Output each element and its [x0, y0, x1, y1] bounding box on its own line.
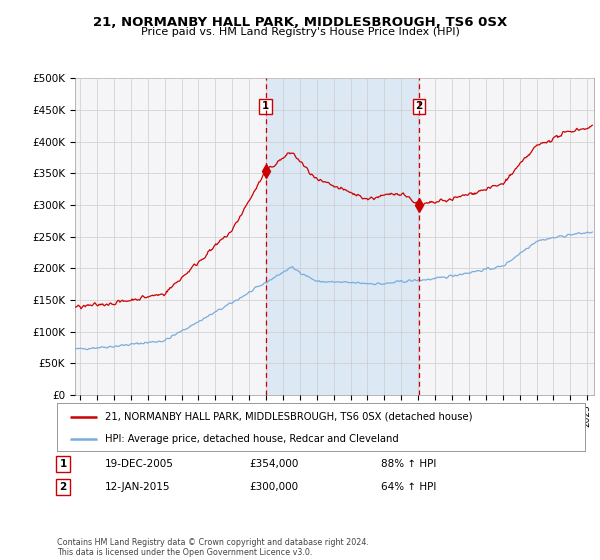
Text: £354,000: £354,000	[249, 459, 298, 469]
Text: HPI: Average price, detached house, Redcar and Cleveland: HPI: Average price, detached house, Redc…	[104, 434, 398, 444]
Text: Contains HM Land Registry data © Crown copyright and database right 2024.
This d: Contains HM Land Registry data © Crown c…	[57, 538, 369, 557]
Bar	[266, 78, 419, 395]
Text: 21, NORMANBY HALL PARK, MIDDLESBROUGH, TS6 0SX: 21, NORMANBY HALL PARK, MIDDLESBROUGH, T…	[93, 16, 507, 29]
Text: 1: 1	[59, 459, 67, 469]
Text: 12-JAN-2015: 12-JAN-2015	[105, 482, 170, 492]
Text: 1: 1	[262, 101, 269, 111]
Text: 64% ↑ HPI: 64% ↑ HPI	[381, 482, 436, 492]
Text: 21, NORMANBY HALL PARK, MIDDLESBROUGH, TS6 0SX (detached house): 21, NORMANBY HALL PARK, MIDDLESBROUGH, T…	[104, 412, 472, 422]
Text: £300,000: £300,000	[249, 482, 298, 492]
Text: 2: 2	[415, 101, 422, 111]
Text: Price paid vs. HM Land Registry's House Price Index (HPI): Price paid vs. HM Land Registry's House …	[140, 27, 460, 37]
Text: 88% ↑ HPI: 88% ↑ HPI	[381, 459, 436, 469]
Text: 19-DEC-2005: 19-DEC-2005	[105, 459, 174, 469]
Text: 2: 2	[59, 482, 67, 492]
